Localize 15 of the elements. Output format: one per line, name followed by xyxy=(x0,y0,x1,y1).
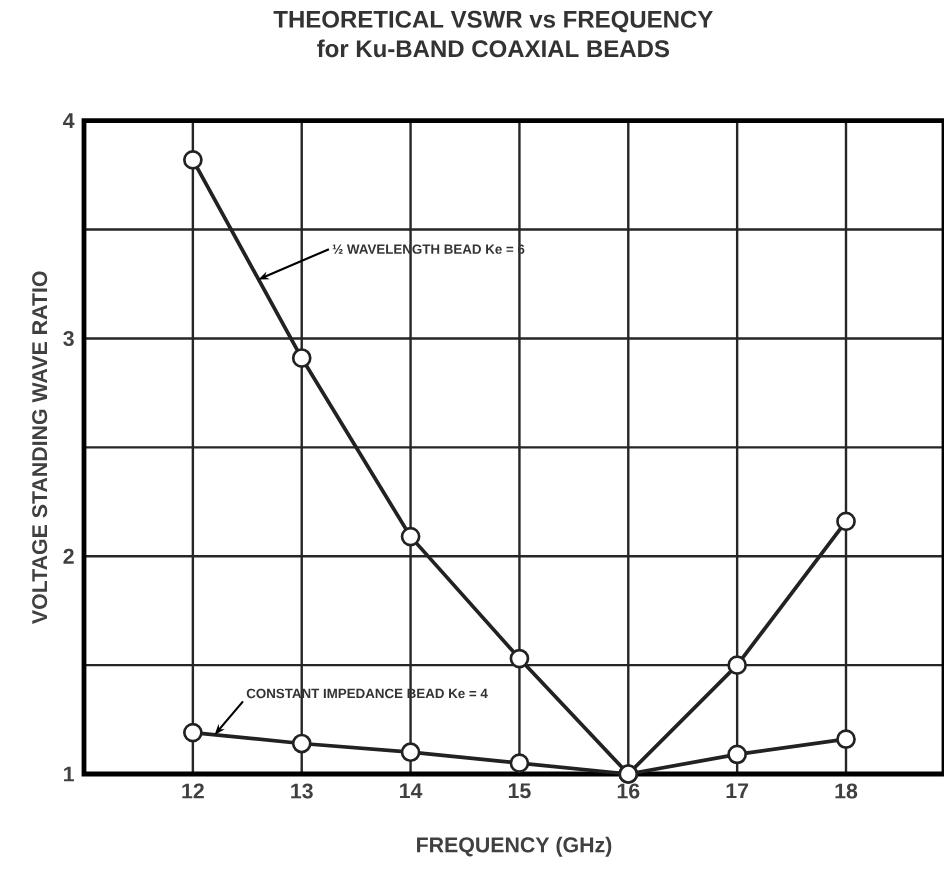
y-tick-label: 4 xyxy=(63,113,75,129)
chart-title: THEORETICAL VSWR vs FREQUENCY xyxy=(273,10,713,33)
y-axis-title: VOLTAGE STANDING WAVE RATIO xyxy=(32,271,48,624)
x-tick-label: 17 xyxy=(726,783,749,799)
y-tick-label: 3 xyxy=(63,330,74,347)
x-tick-label: 12 xyxy=(182,783,204,799)
x-tick-label: 15 xyxy=(508,783,531,799)
x-tick-label: 16 xyxy=(617,783,640,799)
y-tick-label: 2 xyxy=(63,548,74,564)
chart-subtitle: for Ku-BAND COAXIAL BEADS xyxy=(317,39,669,58)
x-tick-label: 13 xyxy=(291,783,313,799)
x-tick-label: 18 xyxy=(835,783,858,799)
x-axis-title: FREQUENCY (GHz) xyxy=(417,836,612,857)
y-tick-label: 1 xyxy=(64,766,74,782)
x-tick-label: 14 xyxy=(400,783,423,799)
